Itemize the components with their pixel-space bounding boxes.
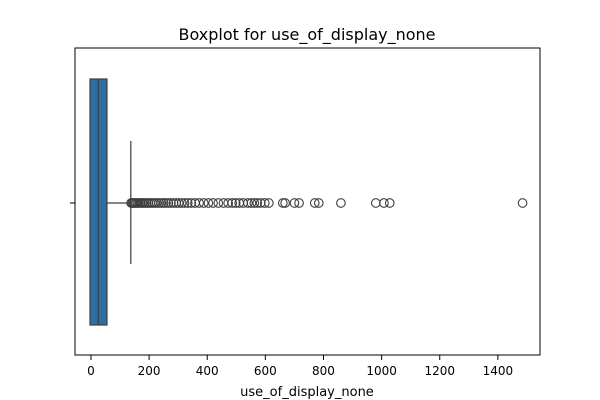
outlier-point bbox=[309, 198, 320, 208]
x-tick-label: 200 bbox=[138, 364, 161, 378]
outlier-point bbox=[176, 198, 187, 208]
outlier-point bbox=[246, 198, 257, 208]
outlier-point bbox=[294, 198, 304, 208]
axes-frame bbox=[74, 47, 541, 356]
outlier-point bbox=[249, 198, 260, 208]
outlier-point bbox=[194, 198, 204, 208]
outlier-point bbox=[277, 198, 288, 208]
x-tick-label: 1200 bbox=[424, 364, 455, 378]
outlier-point bbox=[230, 198, 241, 208]
x-tick-label: 1400 bbox=[483, 364, 514, 378]
plot-area bbox=[89, 78, 528, 326]
outlier-point bbox=[213, 198, 224, 208]
x-tick-label: 600 bbox=[254, 364, 277, 378]
x-axis-label: use_of_display_none bbox=[240, 385, 374, 400]
outlier-point bbox=[186, 198, 197, 208]
outlier-point bbox=[198, 198, 209, 208]
x-tick-label: 400 bbox=[196, 364, 219, 378]
x-tick-label: 0 bbox=[87, 364, 95, 378]
outlier-point bbox=[252, 198, 263, 208]
outlier-point bbox=[280, 198, 290, 208]
outlier-point bbox=[263, 198, 274, 208]
x-axis: 0 200 400 600 800 1000 1200 1400 bbox=[87, 355, 513, 378]
outlier-point bbox=[179, 198, 190, 208]
outlier-point bbox=[313, 198, 324, 208]
x-tick-label: 1000 bbox=[366, 364, 397, 378]
outlier-point bbox=[166, 198, 176, 208]
outlier-point bbox=[379, 198, 389, 208]
outlier-point bbox=[154, 198, 164, 208]
outlier-point bbox=[182, 198, 193, 208]
outlier-point bbox=[227, 198, 238, 208]
outlier-point bbox=[156, 198, 167, 208]
outlier-point bbox=[336, 198, 346, 208]
outlier-point bbox=[243, 198, 253, 208]
outlier-point bbox=[370, 198, 381, 208]
outlier-point bbox=[203, 198, 214, 208]
outlier-point bbox=[384, 198, 395, 208]
outlier-point bbox=[517, 198, 528, 208]
outlier-point bbox=[161, 198, 171, 208]
x-tick-label: 800 bbox=[312, 364, 335, 378]
outlier-point bbox=[158, 198, 169, 208]
outlier-point bbox=[163, 198, 174, 208]
outlier-point bbox=[151, 198, 162, 208]
chart-title: Boxplot for use_of_display_none bbox=[178, 25, 435, 45]
outlier-point bbox=[289, 198, 300, 208]
outlier-point bbox=[259, 198, 270, 208]
outlier-point bbox=[208, 198, 218, 208]
outlier-point bbox=[223, 198, 234, 208]
